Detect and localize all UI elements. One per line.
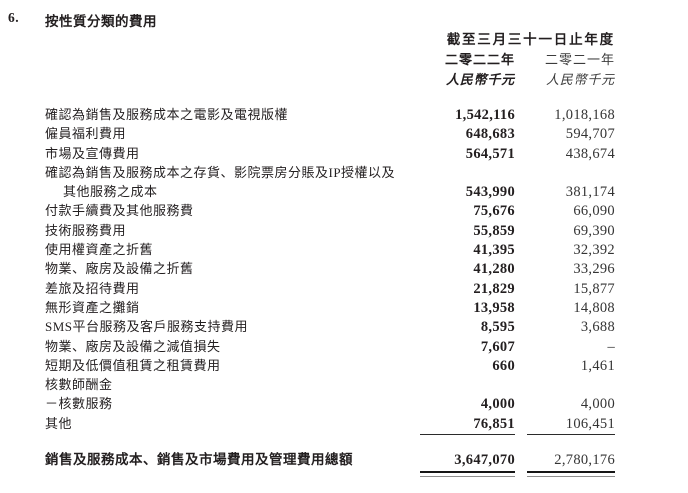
row-label: 使用權資產之折舊 <box>45 242 154 258</box>
row-value-2022: 41,280 <box>473 261 515 278</box>
row-value-2021: 594,707 <box>565 126 615 143</box>
table-row: 確認為銷售及服務成本之存貨、影院票房分賬及IP授權以及 <box>45 162 615 181</box>
table-row: 物業、廠房及設備之減值損失 7,607 – <box>45 336 615 355</box>
unit-2021-header: 人民幣千元 <box>545 72 615 87</box>
row-value-2022: 543,990 <box>465 184 515 201</box>
row-value-2022: 75,676 <box>473 203 515 220</box>
row-value-2022: 648,683 <box>465 126 515 143</box>
period-header: 截至三月三十一日止年度 <box>446 32 615 47</box>
total-value-2021: 2,780,176 <box>554 452 615 469</box>
table-row: 其他服務之成本 543,990 381,174 <box>45 181 615 200</box>
table-row: －核數服務 4,000 4,000 <box>45 393 615 412</box>
expense-table: 截至三月三十一日止年度 二零二二年 二零二一年 人民幣千元 人民幣千元 確認為銷… <box>45 30 615 477</box>
row-value-2021: 1,461 <box>580 357 615 374</box>
row-value-2021: – <box>607 338 615 355</box>
row-label: 確認為銷售及服務成本之存貨、影院票房分賬及IP授權以及 <box>45 164 396 180</box>
table-row: 核數師酬金 <box>45 374 615 393</box>
total-row: 銷售及服務成本、銷售及市場費用及管理費用總額 3,647,070 2,780,1… <box>45 448 615 469</box>
row-label: 確認為銷售及服務成本之電影及電視版權 <box>45 107 289 122</box>
table-row: 物業、廠房及設備之折舊 41,280 33,296 <box>45 258 615 277</box>
row-value-2021: 14,808 <box>573 299 615 316</box>
row-value-2021: 438,674 <box>565 145 615 162</box>
unit-2022-header: 人民幣千元 <box>445 72 515 87</box>
row-value-2021: 69,390 <box>573 222 615 239</box>
row-label: 核數師酬金 <box>45 377 113 393</box>
table-row: 其他 76,851 106,451 <box>45 413 615 432</box>
row-value-2021: 15,877 <box>573 280 615 297</box>
row-value-2021: 4,000 <box>580 396 615 413</box>
section-heading: 6. 按性質分類的費用 <box>8 10 157 30</box>
row-label: 物業、廠房及設備之折舊 <box>45 261 194 277</box>
row-label: 其他 <box>45 415 73 431</box>
row-label: －核數服務 <box>45 396 113 412</box>
single-rule-2022 <box>420 434 515 436</box>
table-row: 付款手續費及其他服務費 75,676 66,090 <box>45 200 615 219</box>
total-value-2022: 3,647,070 <box>454 452 515 469</box>
section-title: 按性質分類的費用 <box>45 14 157 29</box>
row-value-2021: 32,392 <box>573 242 615 259</box>
table-row: 確認為銷售及服務成本之電影及電視版權 1,542,116 1,018,168 <box>45 104 615 123</box>
row-value-2021: 3,688 <box>580 319 615 336</box>
double-rule-row <box>45 471 615 477</box>
row-value-2022: 41,395 <box>473 242 515 259</box>
table-row: SMS平台服務及客戶服務支持費用 8,595 3,688 <box>45 316 615 335</box>
row-label: 無形資產之攤銷 <box>45 299 140 315</box>
year-2021-header: 二零二一年 <box>544 52 615 67</box>
row-value-2021: 33,296 <box>573 261 615 278</box>
table-row: 無形資產之攤銷 13,958 14,808 <box>45 297 615 316</box>
total-section: 銷售及服務成本、銷售及市場費用及管理費用總額 3,647,070 2,780,1… <box>45 448 615 477</box>
section-number: 6. <box>8 10 20 25</box>
row-value-2022: 660 <box>492 357 515 374</box>
row-value-2022: 55,859 <box>473 222 515 239</box>
row-value-2022: 564,571 <box>465 145 515 162</box>
row-value-2022: 4,000 <box>480 396 515 413</box>
year-2022-header: 二零二二年 <box>444 52 515 67</box>
table-row: 使用權資產之折舊 41,395 32,392 <box>45 239 615 258</box>
row-value-2021: 1,018,168 <box>554 107 615 123</box>
single-rule-2021 <box>527 434 615 436</box>
row-value-2021: 66,090 <box>573 203 615 220</box>
row-value-2022: 7,607 <box>480 338 515 355</box>
table-row: 市場及宣傳費用 564,571 438,674 <box>45 143 615 162</box>
single-rule-row <box>45 434 615 436</box>
row-value-2022: 76,851 <box>473 415 515 432</box>
row-label: 市場及宣傳費用 <box>45 145 140 161</box>
table-row: 差旅及招待費用 21,829 15,877 <box>45 278 615 297</box>
row-label: 其他服務之成本 <box>63 184 158 200</box>
row-label: 短期及低價值租賃之租賃費用 <box>45 357 221 373</box>
double-rule-2021 <box>527 471 615 477</box>
row-value-2021: 381,174 <box>565 184 615 201</box>
row-label: 僱員福利費用 <box>45 126 127 142</box>
table-row: 短期及低價值租賃之租賃費用 660 1,461 <box>45 355 615 374</box>
row-label: 付款手續費及其他服務費 <box>45 203 194 219</box>
row-label: 物業、廠房及設備之減值損失 <box>45 338 221 354</box>
table-body: 確認為銷售及服務成本之電影及電視版權 1,542,116 1,018,168 僱員福利… <box>45 104 615 436</box>
row-label: 技術服務費用 <box>45 222 127 238</box>
row-value-2022: 13,958 <box>473 299 515 316</box>
table-row: 技術服務費用 55,859 69,390 <box>45 220 615 239</box>
year-header-row: 二零二二年 二零二一年 <box>45 50 615 70</box>
row-value-2022: 21,829 <box>473 280 515 297</box>
table-row: 僱員福利費用 648,683 594,707 <box>45 123 615 142</box>
row-value-2022: 8,595 <box>480 319 515 336</box>
row-label: SMS平台服務及客戶服務支持費用 <box>45 319 249 335</box>
total-label: 銷售及服務成本、銷售及市場費用及管理費用總額 <box>45 452 353 468</box>
row-value-2021: 106,451 <box>565 415 615 432</box>
row-value-2022: 1,542,116 <box>455 107 515 123</box>
double-rule-2022 <box>420 471 515 477</box>
unit-header-row: 人民幣千元 人民幣千元 <box>45 70 615 90</box>
row-label: 差旅及招待費用 <box>45 280 140 296</box>
